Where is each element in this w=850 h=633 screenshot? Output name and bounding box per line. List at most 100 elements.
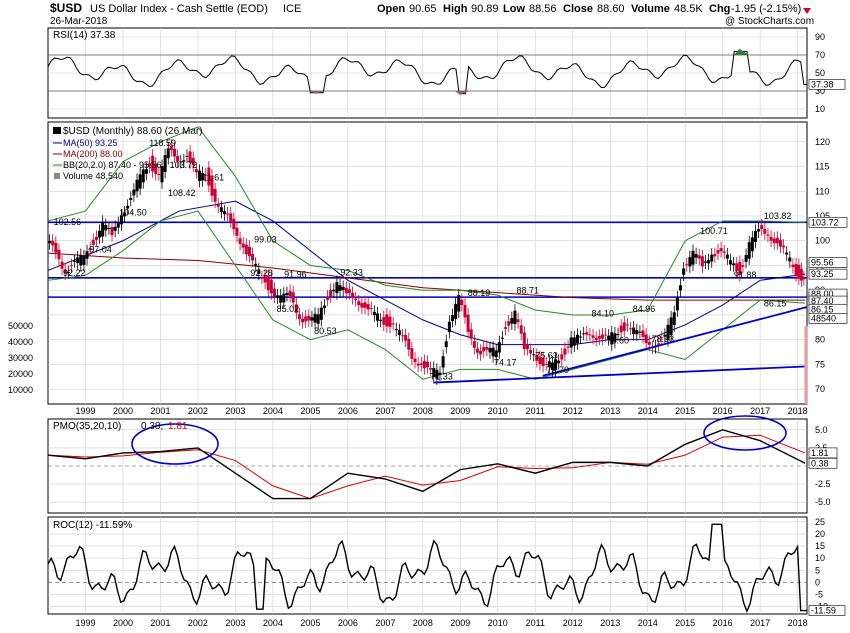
candle-body (794, 264, 798, 276)
x-tick-label-roc: 2001 (150, 618, 170, 628)
candle-body (360, 303, 364, 308)
candle-body (554, 359, 558, 371)
rsi-y-tick: 30 (815, 86, 825, 96)
candle-body (672, 312, 676, 326)
roc-y-tick: -5 (815, 590, 823, 600)
price-right-value: 88.00 (811, 289, 834, 299)
roc-y-tick: 5 (815, 565, 820, 575)
candle-body (682, 268, 686, 275)
rsi-y-tick: 70 (815, 50, 825, 60)
candle-body (363, 302, 367, 308)
candle-body (88, 248, 92, 251)
candle-body (82, 256, 86, 265)
x-tick-label-roc: 1999 (75, 618, 95, 628)
pmo-y-tick: -5.0 (815, 497, 831, 507)
watermark: @ StockCharts.com (725, 16, 814, 27)
candle-body (513, 310, 517, 325)
candle-body (154, 163, 158, 175)
candle-body (291, 292, 295, 303)
price-right-tag (808, 268, 848, 280)
price-annotation: 91.96 (284, 270, 307, 280)
candle-body (60, 261, 64, 269)
trendline (542, 306, 808, 377)
price-annotation: 80.53 (314, 326, 337, 336)
highlight-circle (131, 423, 219, 465)
price-right-value: 103.72 (811, 217, 839, 227)
candle-body (48, 240, 52, 244)
close-value: 88.60 (597, 3, 625, 15)
price-y-tick: 115 (815, 162, 829, 172)
candle-body (644, 334, 648, 344)
price-annotation: 88.71 (517, 286, 540, 296)
candle-body (247, 246, 251, 257)
x-tick-label-price: 2001 (150, 406, 170, 416)
candle-body (410, 348, 414, 359)
rsi-last-box (808, 79, 846, 90)
candle-body (132, 189, 136, 196)
candle-body (444, 341, 448, 348)
open-label: Open (377, 3, 405, 15)
candle-body (210, 175, 214, 196)
rsi-last-value: 37.38 (811, 79, 834, 89)
candle-body (607, 335, 611, 340)
candle-body (297, 314, 301, 320)
candle-body (738, 261, 742, 276)
x-tick-label-roc: 2016 (713, 618, 733, 628)
candle-body (379, 319, 383, 321)
candle-body (675, 297, 679, 311)
candle-body (173, 148, 176, 157)
candle-body (799, 269, 803, 281)
candle-body (135, 179, 139, 192)
candle-body (204, 174, 208, 176)
candle-body (744, 255, 748, 262)
candle-body (344, 287, 348, 294)
candle-body (760, 225, 764, 230)
candle-body (579, 336, 583, 338)
ma200-line (47, 252, 806, 301)
candle-body (144, 169, 148, 174)
candle-body (504, 327, 508, 329)
x-tick-label-price: 2012 (563, 406, 583, 416)
volume-bar (804, 326, 808, 404)
candle-body (385, 314, 389, 327)
x-tick-label-price: 2007 (375, 406, 395, 416)
candle-body (591, 335, 595, 338)
x-tick-label-price: 2010 (488, 406, 508, 416)
candle-body (550, 362, 554, 371)
candle-body (757, 229, 761, 232)
candle-body (454, 303, 458, 319)
roc-y-tick: 0 (815, 577, 820, 587)
pmo-signal-tag (808, 447, 838, 459)
candle-body (575, 334, 579, 344)
candle-body (57, 249, 61, 260)
exchange: ICE (283, 3, 301, 15)
candle-body (422, 360, 426, 369)
candle-body (747, 242, 751, 259)
x-tick-label-price: 2015 (675, 406, 695, 416)
candle-body (419, 363, 423, 365)
candle-body (226, 213, 230, 215)
candle-body (710, 254, 714, 262)
candle-body (594, 337, 598, 340)
candle-body (272, 288, 276, 297)
highlight-circle (703, 415, 787, 451)
price-annotation: 92.28 (250, 268, 273, 278)
candle-body (76, 257, 80, 264)
candle-body (557, 360, 561, 364)
candle-body (366, 304, 370, 310)
candle-body (491, 347, 495, 357)
candle-body (279, 295, 283, 303)
candle-body (304, 316, 308, 322)
volume-y-tick: 20000 (8, 369, 33, 379)
candle-body (772, 238, 776, 244)
x-tick-label-price: 2017 (750, 406, 770, 416)
candle-body (525, 344, 529, 350)
candle-body (376, 313, 380, 321)
close-label: Close (563, 3, 593, 15)
price-annotation: 103.82 (764, 211, 792, 221)
candle-body (110, 227, 114, 236)
volume-legend: Volume 48,540 (63, 171, 123, 181)
x-tick-label-price: 2002 (188, 406, 208, 416)
symbol: $USD (50, 1, 82, 15)
candle-body (266, 275, 270, 291)
